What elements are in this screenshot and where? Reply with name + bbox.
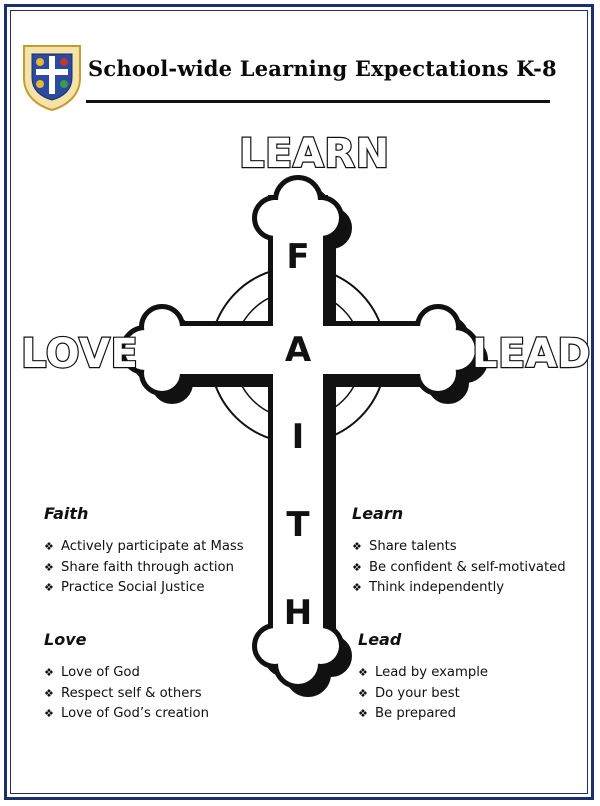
word-lead: LEAD: [471, 331, 592, 377]
list-item: ❖ Actively participate at Mass: [44, 537, 244, 558]
list-item: ❖ Lead by example: [358, 663, 488, 684]
page-title: School-wide Learning Expectations K-8: [88, 56, 557, 81]
list-item: ❖ Be prepared: [358, 704, 488, 725]
diamond-bullet-icon: ❖: [44, 540, 54, 553]
diamond-bullet-icon: ❖: [358, 666, 368, 679]
faith-heading: Faith: [44, 504, 89, 523]
faith-letter-a: A: [284, 330, 312, 370]
faith-letter-t: T: [286, 505, 310, 545]
diamond-bullet-icon: ❖: [352, 581, 362, 594]
school-crest-logo: [23, 45, 81, 112]
faith-section: Faith ❖ Actively participate at Mass ❖ Sha…: [44, 504, 244, 599]
list-item: ❖ Do your best: [358, 684, 488, 705]
word-learn: LEARN: [238, 131, 390, 177]
list-item: ❖ Share faith through action: [44, 558, 244, 579]
list-item: ❖ Practice Social Justice: [44, 578, 244, 599]
diamond-bullet-icon: ❖: [352, 540, 362, 553]
learn-section: Learn ❖ Share talents ❖ Be confident & sel…: [352, 504, 566, 599]
faith-letter-h: H: [283, 593, 313, 633]
lead-section: Lead ❖ Lead by example ❖ Do your best ❖ Be …: [358, 630, 488, 725]
love-heading: Love: [44, 630, 87, 649]
learn-heading: Learn: [352, 504, 404, 523]
word-love: LOVE: [20, 331, 139, 377]
love-section: Love ❖ Love of God ❖ Respect self & others…: [44, 630, 209, 725]
list-item: ❖ Love of God: [44, 663, 209, 684]
diamond-bullet-icon: ❖: [44, 707, 54, 720]
list-item: ❖ Be confident & self-motivated: [352, 558, 566, 579]
faith-letter-f: F: [286, 237, 310, 277]
list-item: ❖ Share talents: [352, 537, 566, 558]
diamond-bullet-icon: ❖: [44, 666, 54, 679]
diamond-bullet-icon: ❖: [358, 686, 368, 700]
list-item: ❖ Love of God’s creation: [44, 704, 209, 725]
diamond-bullet-icon: ❖: [352, 560, 362, 574]
list-item: ❖ Think independently: [352, 578, 566, 599]
page-border-outer: [4, 4, 594, 800]
title-underline: [86, 100, 550, 103]
list-item: ❖ Respect self & others: [44, 684, 209, 705]
diamond-bullet-icon: ❖: [358, 707, 368, 720]
diamond-bullet-icon: ❖: [44, 560, 54, 574]
faith-letter-i: I: [291, 417, 305, 457]
diamond-bullet-icon: ❖: [44, 581, 54, 594]
page-border-inner: [10, 10, 588, 794]
diamond-bullet-icon: ❖: [44, 686, 54, 700]
lead-heading: Lead: [358, 630, 402, 649]
